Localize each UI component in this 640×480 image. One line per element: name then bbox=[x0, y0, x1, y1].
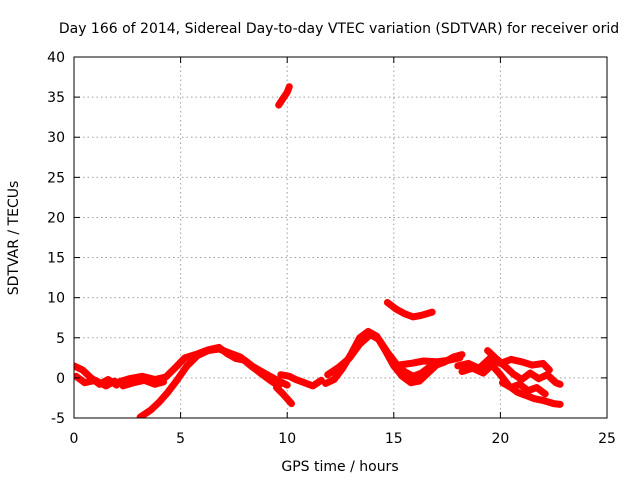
x-tick-label: 25 bbox=[598, 431, 616, 447]
x-tick-label: 10 bbox=[278, 431, 296, 447]
x-tick-label: 20 bbox=[491, 431, 509, 447]
y-tick-label: 20 bbox=[47, 210, 65, 226]
x-axis-label: GPS time / hours bbox=[281, 459, 398, 475]
series-arc-4 bbox=[119, 376, 167, 390]
series-arc-11 bbox=[383, 299, 436, 321]
series-arc-8 bbox=[275, 83, 293, 109]
series-arc-5 bbox=[136, 345, 283, 418]
series-group bbox=[74, 83, 564, 418]
chart-title: Day 166 of 2014, Sidereal Day-to-day VTE… bbox=[59, 21, 619, 37]
plot-frame bbox=[73, 56, 608, 419]
x-tick-label: 5 bbox=[176, 431, 185, 447]
grid-layer bbox=[74, 57, 607, 418]
series-arc-15 bbox=[484, 347, 564, 388]
y-tick-label: 30 bbox=[47, 130, 65, 146]
x-tick-label: 0 bbox=[70, 431, 79, 447]
y-tick-label: 25 bbox=[47, 170, 65, 186]
x-tick-label: 15 bbox=[385, 431, 403, 447]
y-tick-label: 0 bbox=[56, 371, 65, 387]
y-tick-label: 5 bbox=[56, 331, 65, 347]
series-arc-7 bbox=[277, 371, 325, 390]
y-tick-label: -5 bbox=[51, 411, 65, 427]
series-layer bbox=[74, 83, 564, 418]
series-arc-2 bbox=[74, 372, 118, 390]
tick-layer: 0 5 10 15 20 25 -5 0 5 10 15 20 25 30 35 40 bbox=[47, 50, 616, 447]
y-tick-label: 40 bbox=[47, 50, 65, 66]
series-arc-6 bbox=[273, 384, 295, 408]
series-arc-10 bbox=[324, 331, 434, 380]
y-tick-label: 15 bbox=[47, 251, 65, 267]
series-arc-12 bbox=[394, 354, 464, 369]
y-tick-label: 10 bbox=[47, 291, 65, 307]
y-tick-label: 35 bbox=[47, 90, 65, 106]
y-axis-label: SDTVAR / TECUs bbox=[6, 181, 22, 296]
series-arc-16 bbox=[499, 379, 549, 398]
